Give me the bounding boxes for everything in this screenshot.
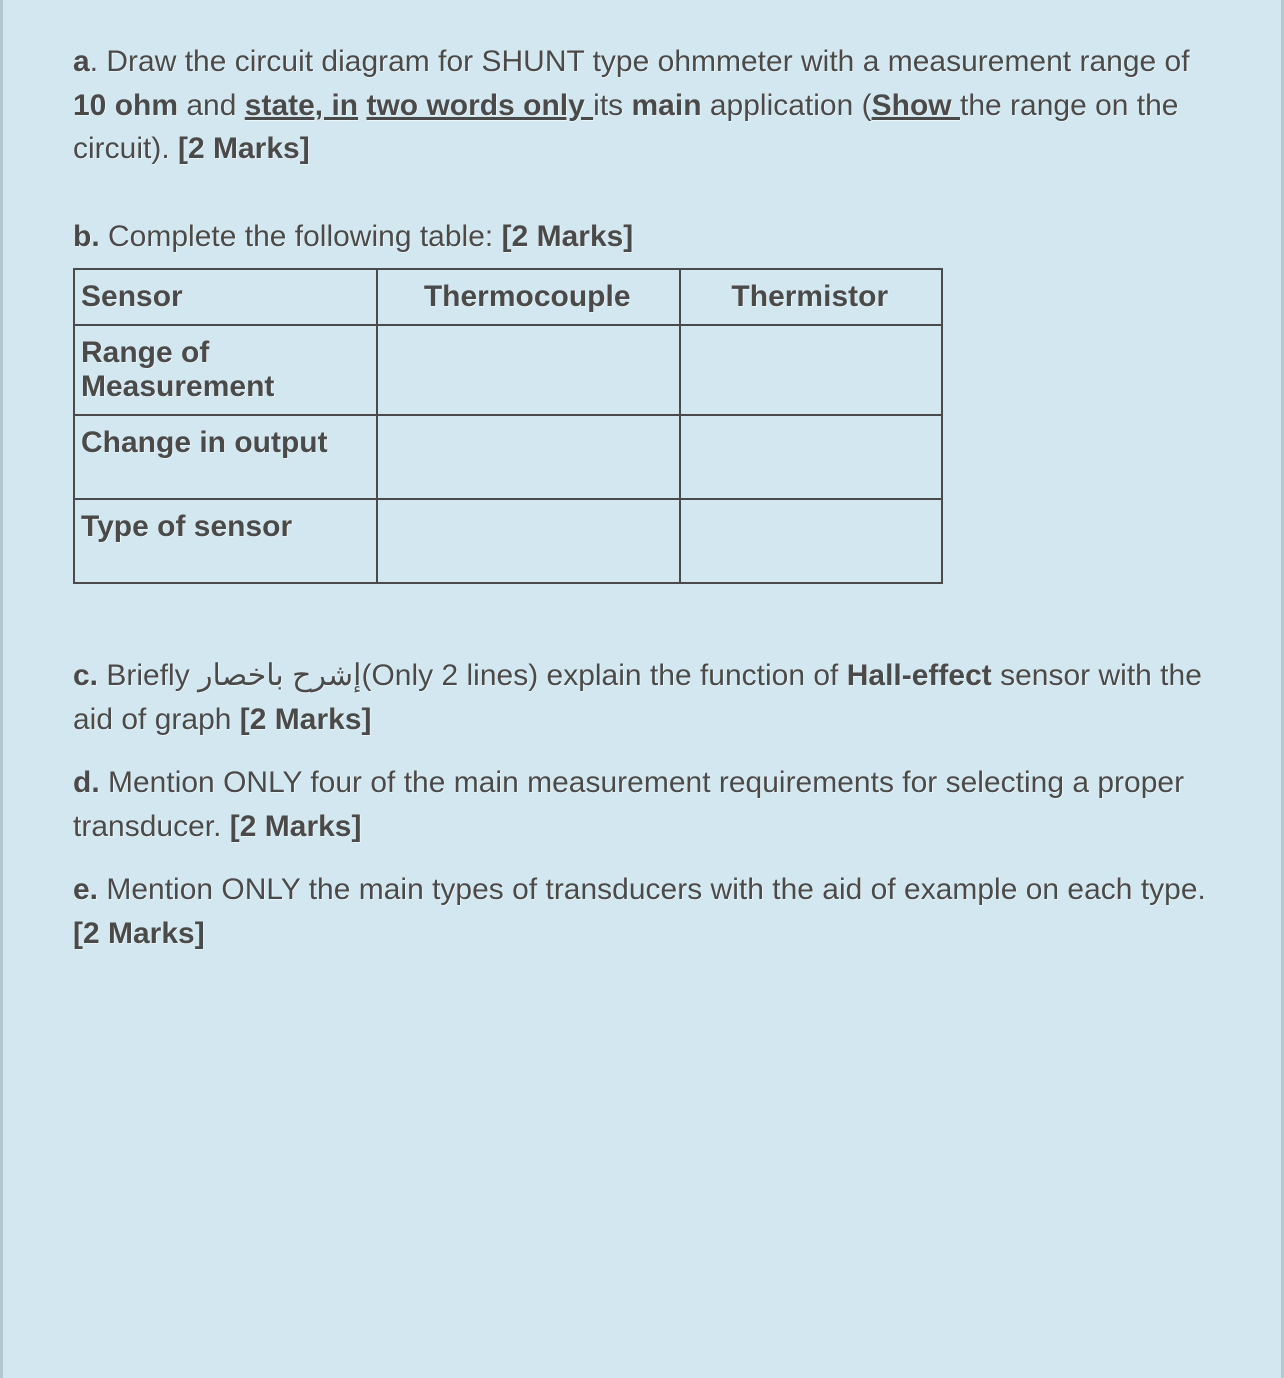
cell-range-thermocouple bbox=[377, 325, 680, 415]
cell-type-thermocouple bbox=[377, 499, 680, 583]
qa-two-words: two words only bbox=[366, 89, 593, 122]
cell-type-thermistor bbox=[680, 499, 942, 583]
qa-state-in: state, in bbox=[245, 89, 358, 122]
question-a: a. Draw the circuit diagram for SHUNT ty… bbox=[73, 40, 1221, 171]
th-thermocouple: Thermocouple bbox=[377, 269, 680, 325]
qc-marks: [2 Marks] bbox=[240, 703, 372, 736]
qb-letter: b. bbox=[73, 220, 100, 253]
qb-text-1: Complete the following table: bbox=[100, 220, 502, 253]
qd-marks: [2 Marks] bbox=[230, 810, 362, 843]
table-row: Range of Measurement bbox=[74, 325, 942, 415]
qe-letter: e. bbox=[73, 873, 98, 906]
qa-marks: [2 Marks] bbox=[178, 132, 310, 165]
qa-10ohm: 10 ohm bbox=[73, 89, 178, 122]
question-d: d. Mention ONLY four of the main measure… bbox=[73, 761, 1221, 848]
row-label-range: Range of Measurement bbox=[74, 325, 377, 415]
qa-main: main bbox=[632, 89, 702, 122]
question-c: c. Briefly إشرح باخصار(Only 2 lines) exp… bbox=[73, 654, 1221, 741]
qa-text-1: . Draw the circuit diagram for SHUNT typ… bbox=[90, 45, 1190, 78]
sensor-table: Sensor Thermocouple Thermistor Range of … bbox=[73, 268, 943, 584]
th-sensor: Sensor bbox=[74, 269, 377, 325]
qd-letter: d. bbox=[73, 766, 100, 799]
qa-text-2: and bbox=[178, 89, 245, 122]
row-label-type: Type of sensor bbox=[74, 499, 377, 583]
cell-change-thermistor bbox=[680, 415, 942, 499]
exam-page: a. Draw the circuit diagram for SHUNT ty… bbox=[0, 0, 1284, 1378]
cell-change-thermocouple bbox=[377, 415, 680, 499]
qa-text-3: its bbox=[593, 89, 631, 122]
qa-show: Show bbox=[872, 89, 960, 122]
table-row: Type of sensor bbox=[74, 499, 942, 583]
qc-text-1: Briefly إشرح باخصار(Only 2 lines) explai… bbox=[98, 659, 847, 692]
qa-text-4: application ( bbox=[702, 89, 872, 122]
qc-letter: c. bbox=[73, 659, 98, 692]
th-thermistor: Thermistor bbox=[680, 269, 942, 325]
qe-marks: [2 Marks] bbox=[73, 917, 205, 950]
qe-text-1: Mention ONLY the main types of transduce… bbox=[98, 873, 1206, 906]
row-label-change: Change in output bbox=[74, 415, 377, 499]
cell-range-thermistor bbox=[680, 325, 942, 415]
qb-marks: [2 Marks] bbox=[502, 220, 634, 253]
question-b: b. Complete the following table: [2 Mark… bbox=[73, 215, 1221, 259]
qa-letter: a bbox=[73, 45, 90, 78]
table-header-row: Sensor Thermocouple Thermistor bbox=[74, 269, 942, 325]
table-row: Change in output bbox=[74, 415, 942, 499]
question-e: e. Mention ONLY the main types of transd… bbox=[73, 868, 1221, 955]
qc-hall: Hall-effect bbox=[847, 659, 992, 692]
